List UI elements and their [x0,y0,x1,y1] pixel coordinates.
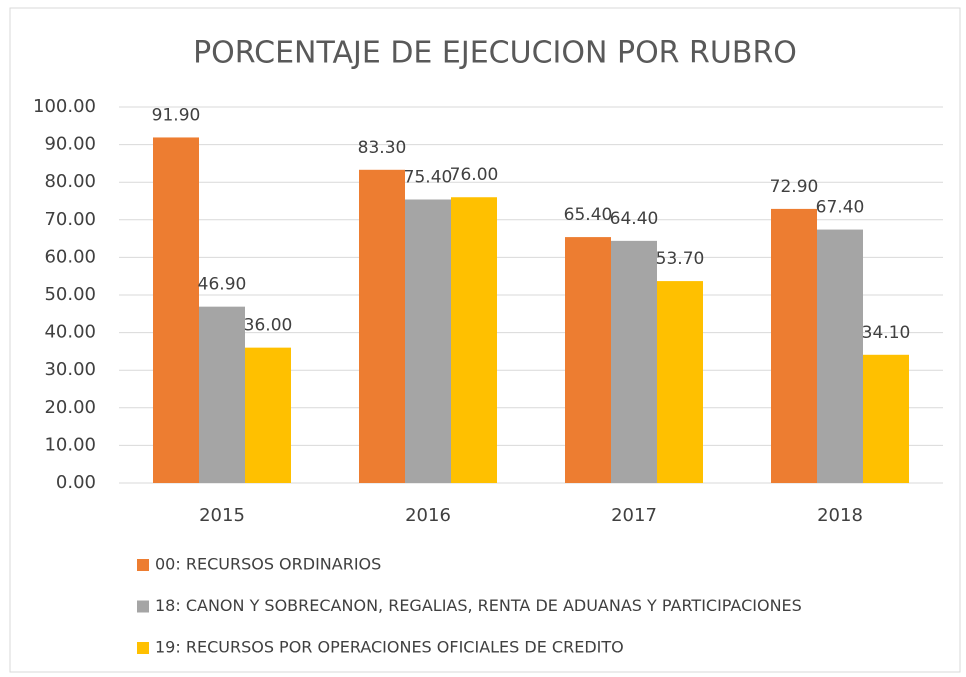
bar [565,237,611,483]
bar [451,197,497,484]
bar [817,229,863,483]
data-label: 53.70 [656,249,705,269]
y-tick-label: 10.00 [44,434,96,455]
x-tick-label: 2016 [405,505,451,526]
legend-label: 00: RECURSOS ORDINARIOS [155,555,381,574]
chart-title: PORCENTAJE DE EJECUCION POR RUBRO [193,36,797,71]
data-label: 34.10 [862,323,911,343]
data-label: 67.40 [816,198,865,218]
data-label: 72.90 [770,177,819,197]
data-label: 76.00 [450,165,499,185]
bar [657,281,703,483]
y-tick-label: 20.00 [44,397,96,418]
y-tick-label: 100.00 [33,96,96,117]
legend-swatch [137,600,149,613]
data-label: 75.40 [404,167,453,187]
x-tick-label: 2018 [817,505,863,526]
legend-swatch [137,642,149,654]
bar [199,306,245,483]
bar [405,199,451,483]
y-tick-label: 90.00 [44,134,96,155]
x-tick-label: 2015 [199,505,245,526]
legend-label: 19: RECURSOS POR OPERACIONES OFICIALES D… [155,638,624,657]
bar [771,208,817,483]
y-tick-label: 0.00 [56,472,96,493]
y-tick-label: 80.00 [44,171,96,192]
bar [153,137,199,483]
y-tick-label: 50.00 [44,284,96,305]
data-label: 46.90 [198,275,247,295]
data-label: 65.40 [564,205,613,225]
bar [611,240,657,483]
bar [863,354,909,483]
y-tick-label: 70.00 [44,209,96,230]
bar [359,169,405,484]
data-label: 64.40 [610,209,659,229]
y-tick-label: 60.00 [44,246,96,267]
legend-label: 18: CANON Y SOBRECANON, REGALIAS, RENTA … [155,596,802,615]
x-tick-label: 2017 [611,505,657,526]
bar [245,347,291,483]
y-tick-label: 40.00 [44,322,96,343]
data-label: 83.30 [358,138,407,158]
y-tick-label: 30.00 [44,359,96,380]
legend-swatch [137,559,149,571]
data-label: 36.00 [244,316,293,336]
data-label: 91.90 [152,105,201,125]
